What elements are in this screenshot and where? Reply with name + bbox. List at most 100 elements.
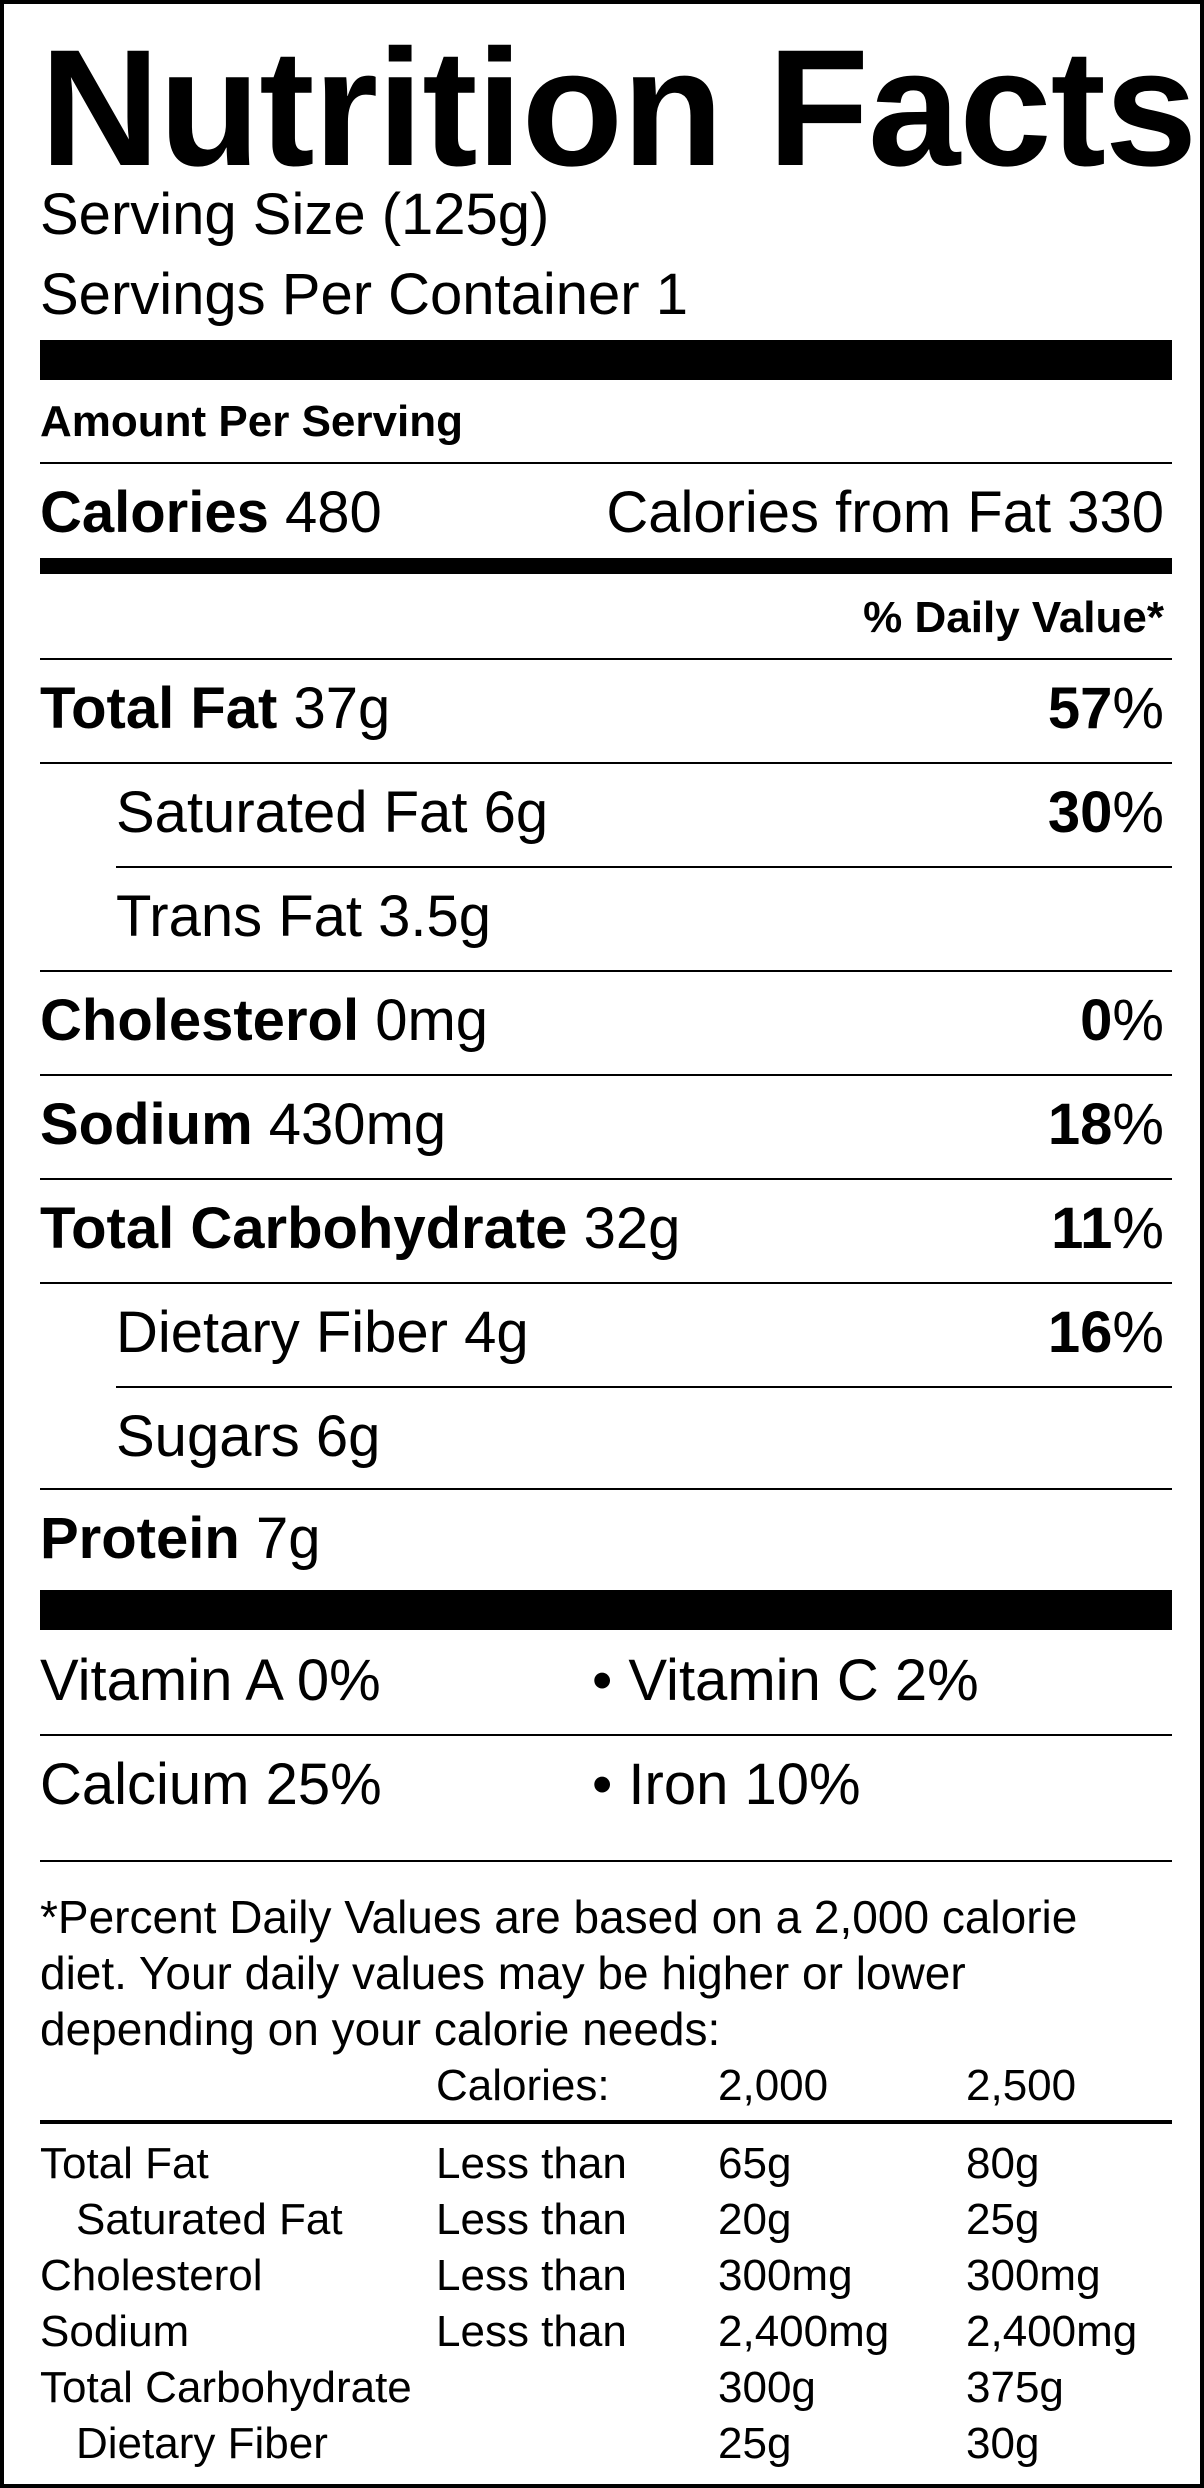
- footnote-value-2500: 300mg: [966, 2251, 1101, 2300]
- divider: [40, 462, 1172, 464]
- nutrient-amount: 430mg: [268, 1092, 447, 1157]
- divider: [40, 1178, 1172, 1180]
- divider-thick-top: [40, 340, 1172, 380]
- footnote-value-2000: 20g: [718, 2195, 792, 2244]
- dv-number: 30: [1047, 780, 1113, 845]
- divider: [40, 1282, 1172, 1284]
- divider: [40, 970, 1172, 972]
- vitamin-a: Vitamin A 0%: [40, 1648, 381, 1713]
- calories-value: 480: [285, 480, 382, 545]
- nutrient-dv: 16%: [1048, 1304, 1164, 1362]
- nutrient-total-carbohydrate: Total Carbohydrate 32g: [40, 1200, 680, 1258]
- nutrient-amount: 6g: [483, 780, 549, 845]
- divider: [116, 866, 1172, 868]
- footnote-qualifier: Less than: [436, 2195, 627, 2244]
- nutrient-label: Dietary Fiber: [116, 1300, 448, 1365]
- nutrient-total-fat: Total Fat 37g: [40, 680, 390, 738]
- footnote-line-3: depending on your calorie needs:: [40, 2003, 721, 2055]
- nutrient-sugars: Sugars 6g: [116, 1408, 380, 1466]
- amount-per-serving: Amount Per Serving: [40, 397, 463, 446]
- footnote-value-2500: 2,400mg: [966, 2307, 1138, 2356]
- dv-percent: %: [1112, 988, 1164, 1053]
- nutrient-amount: 6g: [315, 1404, 381, 1469]
- footnote-divider: [40, 2120, 1172, 2124]
- vitamin-c: • Vitamin C 2%: [592, 1648, 979, 1713]
- dv-percent: %: [1112, 676, 1164, 741]
- servings-per-container: Servings Per Container 1: [40, 262, 688, 327]
- divider: [40, 1074, 1172, 1076]
- divider: [40, 658, 1172, 660]
- nutrient-amount: 7g: [255, 1506, 321, 1571]
- footnote-value-2500: 30g: [966, 2419, 1040, 2468]
- footnote-value-2000: 300mg: [718, 2251, 853, 2300]
- footnote-qualifier: Less than: [436, 2139, 627, 2188]
- nutrient-sodium: Sodium 430mg: [40, 1096, 446, 1154]
- footnote-qualifier: Less than: [436, 2307, 627, 2356]
- nutrient-label: Total Carbohydrate: [40, 1196, 568, 1261]
- footnote-nutrient: Sodium: [40, 2307, 190, 2356]
- divider-thick-vitamins: [40, 1590, 1172, 1630]
- iron: • Iron 10%: [592, 1752, 861, 1817]
- footnote-value-2000: 25g: [718, 2419, 792, 2468]
- nutrient-dv: 30%: [1048, 784, 1164, 842]
- nutrient-dv: 0%: [1080, 992, 1164, 1050]
- footnote-header-2500: 2,500: [966, 2061, 1077, 2110]
- dv-percent: %: [1112, 1092, 1164, 1157]
- dv-percent: %: [1112, 1196, 1164, 1261]
- nutrient-label: Cholesterol: [40, 988, 360, 1053]
- nutrient-label: Trans Fat: [116, 884, 363, 949]
- nutrient-amount: 32g: [583, 1196, 681, 1261]
- nutrient-label: Total Fat: [40, 676, 278, 741]
- nutrient-saturated-fat: Saturated Fat 6g: [116, 784, 548, 842]
- dv-percent: %: [1112, 780, 1164, 845]
- nutrient-amount: 37g: [293, 676, 391, 741]
- calories-row: Calories 480: [40, 484, 382, 542]
- footnote-nutrient: Total Fat: [40, 2139, 209, 2188]
- nutrient-label: Sugars: [116, 1404, 300, 1469]
- footnote-value-2000: 300g: [718, 2363, 816, 2412]
- nutrient-dietary-fiber: Dietary Fiber 4g: [116, 1304, 529, 1362]
- footnote-line-2: diet. Your daily values may be higher or…: [40, 1947, 966, 1999]
- nutrient-amount: 0mg: [375, 988, 489, 1053]
- divider: [40, 1860, 1172, 1862]
- footnote-nutrient: Total Carbohydrate: [40, 2363, 412, 2412]
- nutrient-protein: Protein 7g: [40, 1510, 320, 1568]
- nutrient-dv: 57%: [1048, 680, 1164, 738]
- dv-percent: %: [1112, 1300, 1164, 1365]
- calories-from-fat-label: Calories from Fat: [606, 480, 1052, 545]
- divider: [40, 762, 1172, 764]
- footnote-nutrient: Saturated Fat: [76, 2195, 343, 2244]
- footnote-line-1: *Percent Daily Values are based on a 2,0…: [40, 1891, 1078, 1943]
- nutrient-label: Sodium: [40, 1092, 253, 1157]
- divider: [40, 1488, 1172, 1490]
- nutrient-label: Saturated Fat: [116, 780, 468, 845]
- dv-number: 57: [1047, 676, 1113, 741]
- nutrient-label: Protein: [40, 1506, 240, 1571]
- dv-number: 11: [1051, 1196, 1113, 1261]
- dv-number: 0: [1080, 988, 1113, 1053]
- calories-from-fat: Calories from Fat 330: [606, 484, 1164, 542]
- footnote-nutrient: Cholesterol: [40, 2251, 263, 2300]
- dv-number: 16: [1047, 1300, 1113, 1365]
- divider-medium: [40, 558, 1172, 574]
- nutrient-dv: 11%: [1051, 1200, 1164, 1258]
- nutrient-amount: 3.5g: [378, 884, 492, 949]
- footnote-value-2500: 80g: [966, 2139, 1040, 2188]
- footnote-nutrient: Dietary Fiber: [76, 2419, 328, 2468]
- footnote-value-2500: 25g: [966, 2195, 1040, 2244]
- calcium: Calcium 25%: [40, 1752, 382, 1817]
- footnote-value-2000: 65g: [718, 2139, 792, 2188]
- label-title: Nutrition Facts: [40, 16, 1197, 201]
- divider: [116, 1386, 1172, 1388]
- dv-number: 18: [1047, 1092, 1113, 1157]
- calories-label: Calories: [40, 480, 269, 545]
- footnote-header-2000: 2,000: [718, 2061, 829, 2110]
- nutrient-amount: 4g: [464, 1300, 529, 1365]
- footnote-header-calories: Calories:: [436, 2061, 610, 2110]
- nutrient-trans-fat: Trans Fat 3.5g: [116, 888, 491, 946]
- footnote-value-2000: 2,400mg: [718, 2307, 890, 2356]
- daily-value-header: % Daily Value*: [863, 593, 1164, 642]
- footnote-qualifier: Less than: [436, 2251, 627, 2300]
- nutrient-dv: 18%: [1048, 1096, 1164, 1154]
